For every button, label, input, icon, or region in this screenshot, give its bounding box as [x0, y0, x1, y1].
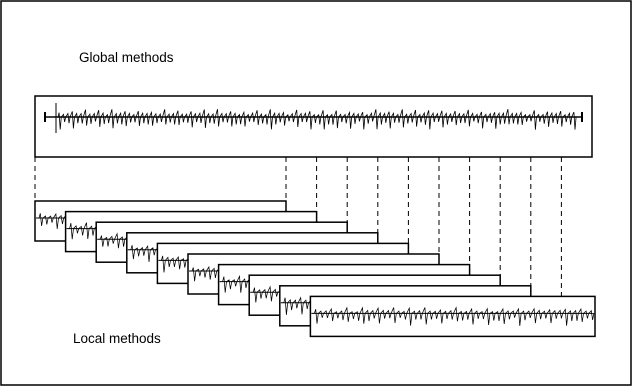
local-window	[309, 295, 596, 338]
global-sequence-panel	[34, 95, 593, 158]
local-methods-label: Local methods	[73, 331, 161, 346]
window-boundary-lines	[34, 157, 562, 297]
global-time-series	[44, 103, 583, 133]
local-signal	[314, 306, 595, 326]
global-sequence-box	[34, 95, 593, 158]
global-methods-label: Global methods	[79, 50, 174, 65]
global-signal	[57, 108, 577, 130]
local-windows-stack	[34, 200, 596, 338]
